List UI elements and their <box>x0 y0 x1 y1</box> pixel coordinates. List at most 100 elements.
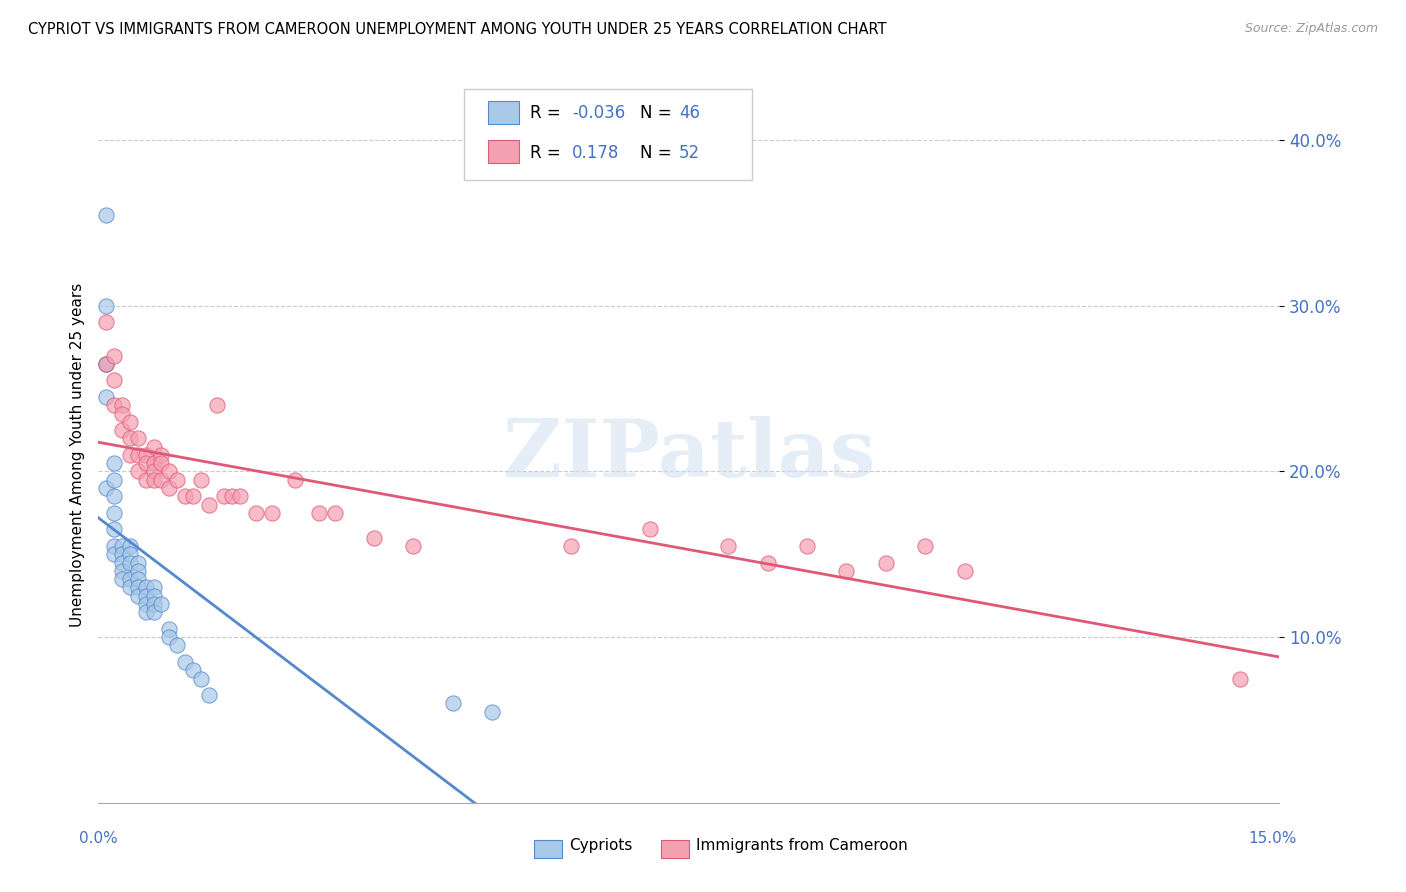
Text: 52: 52 <box>679 144 700 161</box>
Point <box>118 448 141 462</box>
Point <box>135 581 157 595</box>
Point <box>150 473 173 487</box>
Point <box>111 398 134 412</box>
Point <box>135 597 157 611</box>
Point <box>135 605 157 619</box>
Text: R =: R = <box>530 104 567 122</box>
Point <box>229 489 252 503</box>
Text: N =: N = <box>640 104 676 122</box>
Point <box>190 473 212 487</box>
Point <box>96 357 118 371</box>
Point <box>166 639 188 653</box>
Point <box>308 506 330 520</box>
Point <box>135 448 157 462</box>
Point <box>135 456 157 470</box>
Point <box>127 431 149 445</box>
Point <box>135 473 157 487</box>
Point <box>118 431 141 445</box>
Point <box>181 489 204 503</box>
Text: 0.0%: 0.0% <box>79 831 118 846</box>
Point <box>166 473 188 487</box>
Point <box>157 630 180 644</box>
Point <box>150 448 173 462</box>
Point <box>118 547 141 561</box>
Point <box>127 564 149 578</box>
Point <box>111 547 134 561</box>
Point <box>103 489 125 503</box>
Point <box>96 299 118 313</box>
Point <box>96 357 118 371</box>
Point <box>717 539 740 553</box>
Point <box>127 581 149 595</box>
Point <box>953 564 976 578</box>
Point <box>118 572 141 586</box>
Point <box>157 465 180 479</box>
Point <box>197 498 219 512</box>
Point <box>111 556 134 570</box>
Point <box>363 531 385 545</box>
Point <box>245 506 267 520</box>
Point <box>96 315 118 329</box>
Point <box>150 597 173 611</box>
Point <box>142 597 165 611</box>
Point <box>1229 672 1251 686</box>
Point <box>118 415 141 429</box>
Y-axis label: Unemployment Among Youth under 25 years: Unemployment Among Youth under 25 years <box>69 283 84 627</box>
Point <box>103 398 125 412</box>
Text: N =: N = <box>640 144 676 161</box>
Point <box>96 208 118 222</box>
Point <box>142 440 165 454</box>
Point <box>127 589 149 603</box>
Point <box>402 539 425 553</box>
Point <box>118 581 141 595</box>
Text: Source: ZipAtlas.com: Source: ZipAtlas.com <box>1244 22 1378 36</box>
Point <box>284 473 307 487</box>
Text: 15.0%: 15.0% <box>1249 831 1296 846</box>
Point <box>796 539 818 553</box>
Point <box>103 373 125 387</box>
Point <box>157 622 180 636</box>
Point <box>103 547 125 561</box>
Text: 46: 46 <box>679 104 700 122</box>
Point <box>135 589 157 603</box>
Point <box>205 398 228 412</box>
Text: R =: R = <box>530 144 567 161</box>
Point <box>111 407 134 421</box>
Point <box>157 481 180 495</box>
Point <box>118 556 141 570</box>
Point <box>118 539 141 553</box>
Text: -0.036: -0.036 <box>572 104 626 122</box>
Point <box>756 556 779 570</box>
Point <box>111 564 134 578</box>
Point <box>103 456 125 470</box>
Point <box>96 481 118 495</box>
Point <box>260 506 283 520</box>
Point <box>103 349 125 363</box>
Text: ZIPatlas: ZIPatlas <box>503 416 875 494</box>
Point <box>96 357 118 371</box>
Point <box>174 489 197 503</box>
Point <box>875 556 897 570</box>
Point <box>111 423 134 437</box>
Point <box>103 539 125 553</box>
Point <box>638 523 661 537</box>
Text: Immigrants from Cameroon: Immigrants from Cameroon <box>696 838 908 853</box>
Point <box>142 605 165 619</box>
Point <box>96 390 118 404</box>
Point <box>221 489 243 503</box>
Point <box>150 456 173 470</box>
Point <box>127 465 149 479</box>
Point <box>214 489 236 503</box>
Point <box>111 539 134 553</box>
Point <box>560 539 582 553</box>
Point <box>111 572 134 586</box>
Point <box>127 448 149 462</box>
Point <box>835 564 858 578</box>
Point <box>441 697 464 711</box>
Point <box>481 705 503 719</box>
Point <box>197 688 219 702</box>
Point <box>142 473 165 487</box>
Text: 0.178: 0.178 <box>572 144 620 161</box>
Point <box>190 672 212 686</box>
Point <box>323 506 346 520</box>
